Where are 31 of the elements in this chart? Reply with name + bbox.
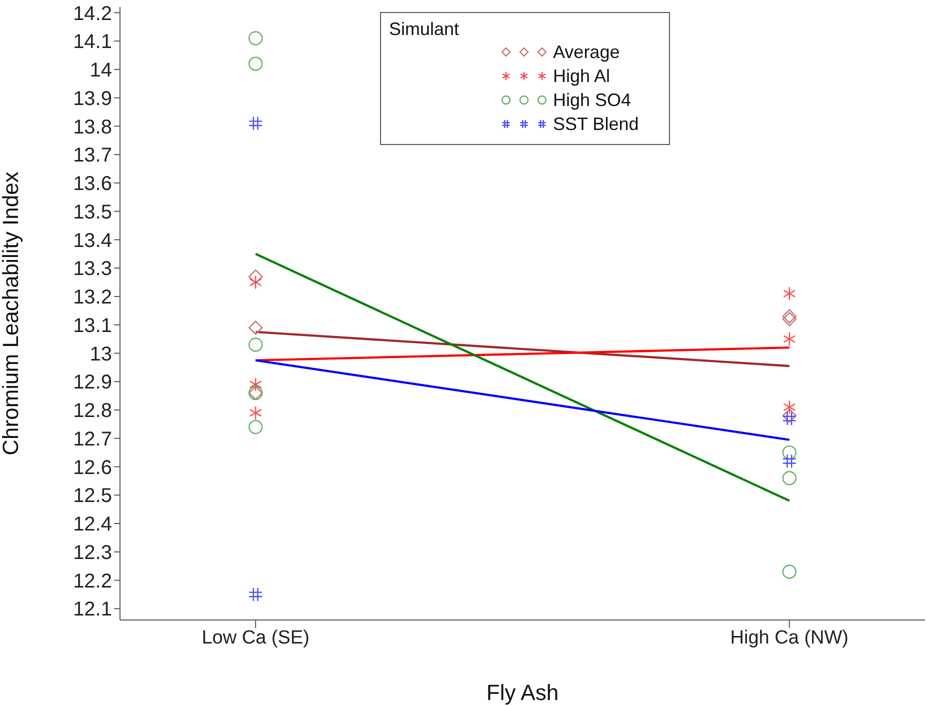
y-tick-label: 13.4: [73, 230, 112, 252]
y-tick-label: 13.2: [73, 286, 112, 309]
y-tick-label: 13.3: [73, 258, 112, 280]
y-tick-label: 13.7: [73, 144, 112, 167]
legend-label: High Al: [553, 66, 610, 86]
y-tick-label: 14: [90, 60, 112, 82]
y-tick-label: 14.1: [73, 31, 112, 54]
y-tick-label: 13.6: [73, 173, 112, 196]
y-tick-label: 12.3: [73, 542, 112, 564]
y-tick-label: 13: [90, 343, 112, 366]
legend-label: Average: [553, 42, 620, 62]
y-tick-label: 12.7: [73, 428, 112, 450]
y-tick-label: 13.9: [73, 88, 112, 110]
legend-label: High SO4: [553, 90, 632, 110]
legend-label: SST Blend: [553, 114, 639, 134]
y-tick-label: 12.4: [73, 514, 112, 536]
x-tick-label: Low Ca (SE): [202, 627, 310, 648]
y-tick-label: 13.1: [73, 314, 112, 337]
x-axis-title: Fly Ash: [486, 680, 559, 705]
y-tick-label: 13.8: [73, 116, 112, 138]
legend-title: Simulant: [389, 19, 460, 40]
y-tick-label: 12.6: [73, 456, 112, 479]
x-tick-label: High Ca (NW): [730, 627, 849, 648]
y-tick-label: 12.9: [73, 372, 112, 394]
y-tick-label: 12.5: [73, 485, 112, 508]
y-tick-label: 12.8: [73, 400, 112, 422]
y-tick-label: 13.5: [73, 201, 112, 224]
y-axis-title: Chromium Leachability Index: [0, 172, 23, 456]
y-tick-label: 12.2: [73, 570, 112, 592]
y-tick-label: 12.1: [73, 598, 112, 621]
y-tick-label: 14.2: [73, 2, 112, 25]
